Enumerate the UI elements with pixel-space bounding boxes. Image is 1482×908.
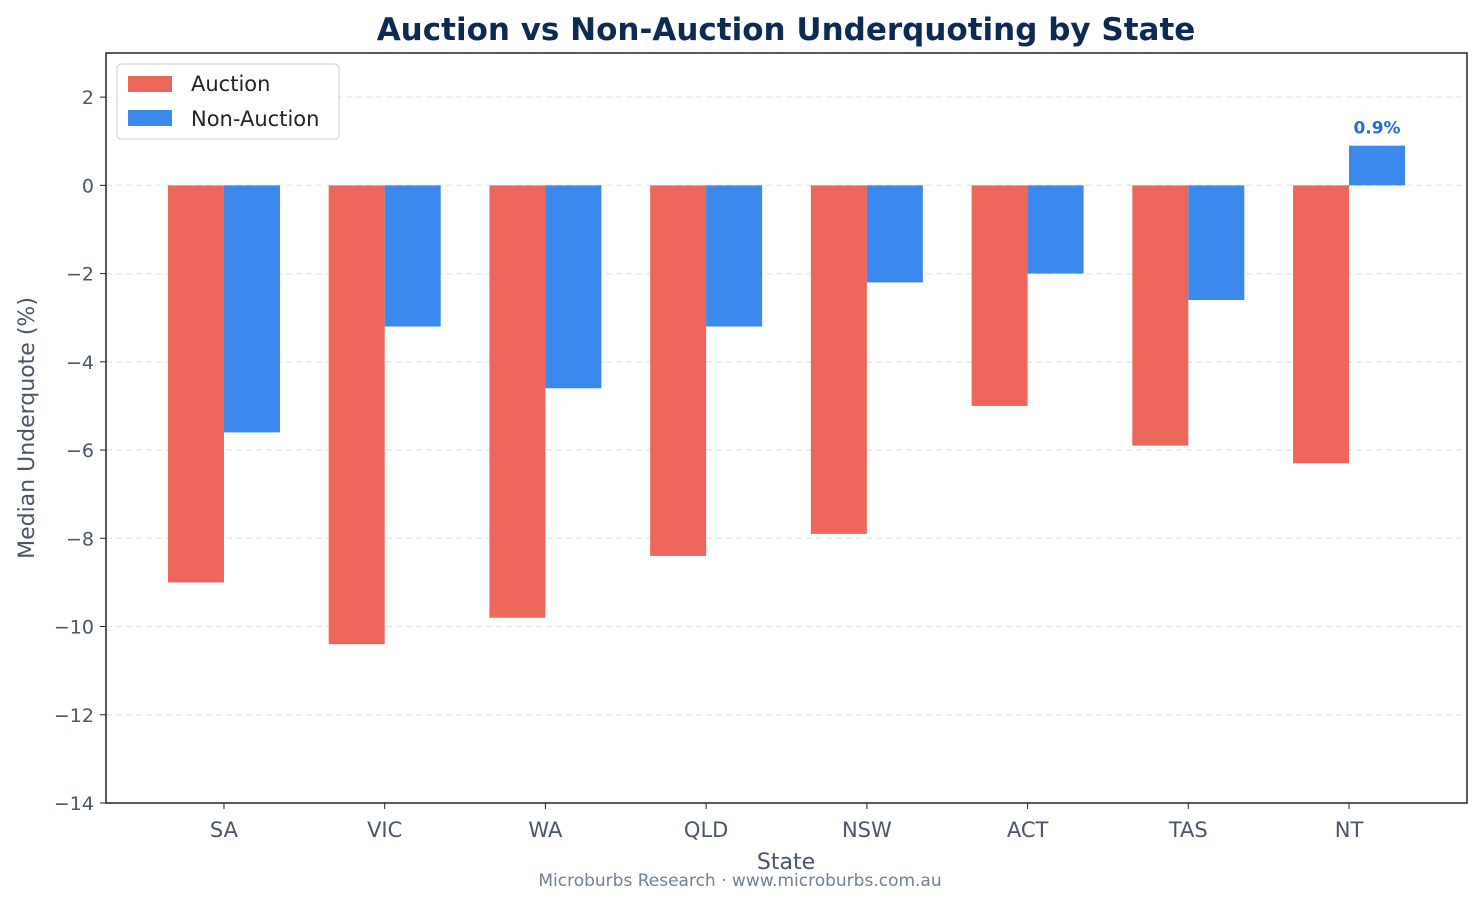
bar-non-auction-tas [1188, 185, 1245, 301]
bar-non-auction-nt [1349, 145, 1406, 186]
footer-credit: Microburbs Research · www.microburbs.com… [538, 871, 941, 891]
legend-swatch-auction [128, 76, 172, 92]
x-tick-label: TAS [1168, 818, 1208, 842]
x-tick-label: NT [1335, 818, 1364, 842]
legend-label-non-auction: Non-Auction [191, 107, 319, 131]
y-tick-label: −6 [66, 440, 94, 462]
bar-auction-sa [167, 185, 224, 583]
bar-non-auction-wa [545, 185, 602, 389]
bar-non-auction-nsw [866, 185, 923, 283]
legend-label-auction: Auction [191, 72, 270, 96]
bar-auction-tas [1132, 185, 1189, 446]
data-label: 0.9% [1353, 119, 1400, 139]
bar-auction-qld [650, 185, 707, 556]
y-tick-label: 2 [82, 87, 94, 109]
bars [167, 145, 1406, 645]
y-tick-label: −14 [54, 793, 94, 815]
y-axis: 2 0 −2 −4 −6 −8 −10 −12 −14 [54, 87, 106, 815]
y-tick-label: −8 [66, 528, 94, 550]
bar-auction-nsw [810, 185, 867, 534]
y-tick-label: −2 [66, 264, 94, 286]
x-tick-label: ACT [1007, 818, 1049, 842]
bar-non-auction-act [1027, 185, 1084, 274]
bar-auction-wa [489, 185, 546, 618]
bar-non-auction-sa [223, 185, 280, 433]
x-tick-label: VIC [367, 818, 402, 842]
y-tick-label: −12 [54, 705, 94, 727]
plot-frame [105, 52, 1468, 804]
x-tick-label: SA [210, 818, 239, 842]
grid [106, 96, 1467, 716]
y-tick-label: 0 [82, 175, 94, 197]
x-axis-label: State [757, 850, 815, 875]
legend-swatch-non-auction [128, 110, 172, 126]
y-tick-label: −10 [54, 617, 94, 639]
bar-auction-nt [1293, 185, 1350, 464]
legend-box [116, 63, 340, 140]
annotations: 0.9% [1353, 119, 1400, 139]
x-tick-label: QLD [684, 818, 728, 842]
y-axis-label: Median Underquote (%) [15, 297, 40, 559]
x-tick-label: WA [528, 818, 563, 842]
x-tick-label: NSW [842, 818, 892, 842]
chart-title: Auction vs Non-Auction Underquoting by S… [377, 12, 1196, 48]
bar-auction-vic [328, 185, 385, 645]
bar-non-auction-qld [706, 185, 763, 327]
x-axis: SA VIC WA QLD NSW ACT TAS NT [210, 803, 1364, 842]
bar-auction-act [971, 185, 1028, 406]
y-tick-label: −4 [66, 352, 94, 374]
legend: Auction Non-Auction [116, 63, 340, 140]
bar-non-auction-vic [384, 185, 441, 327]
